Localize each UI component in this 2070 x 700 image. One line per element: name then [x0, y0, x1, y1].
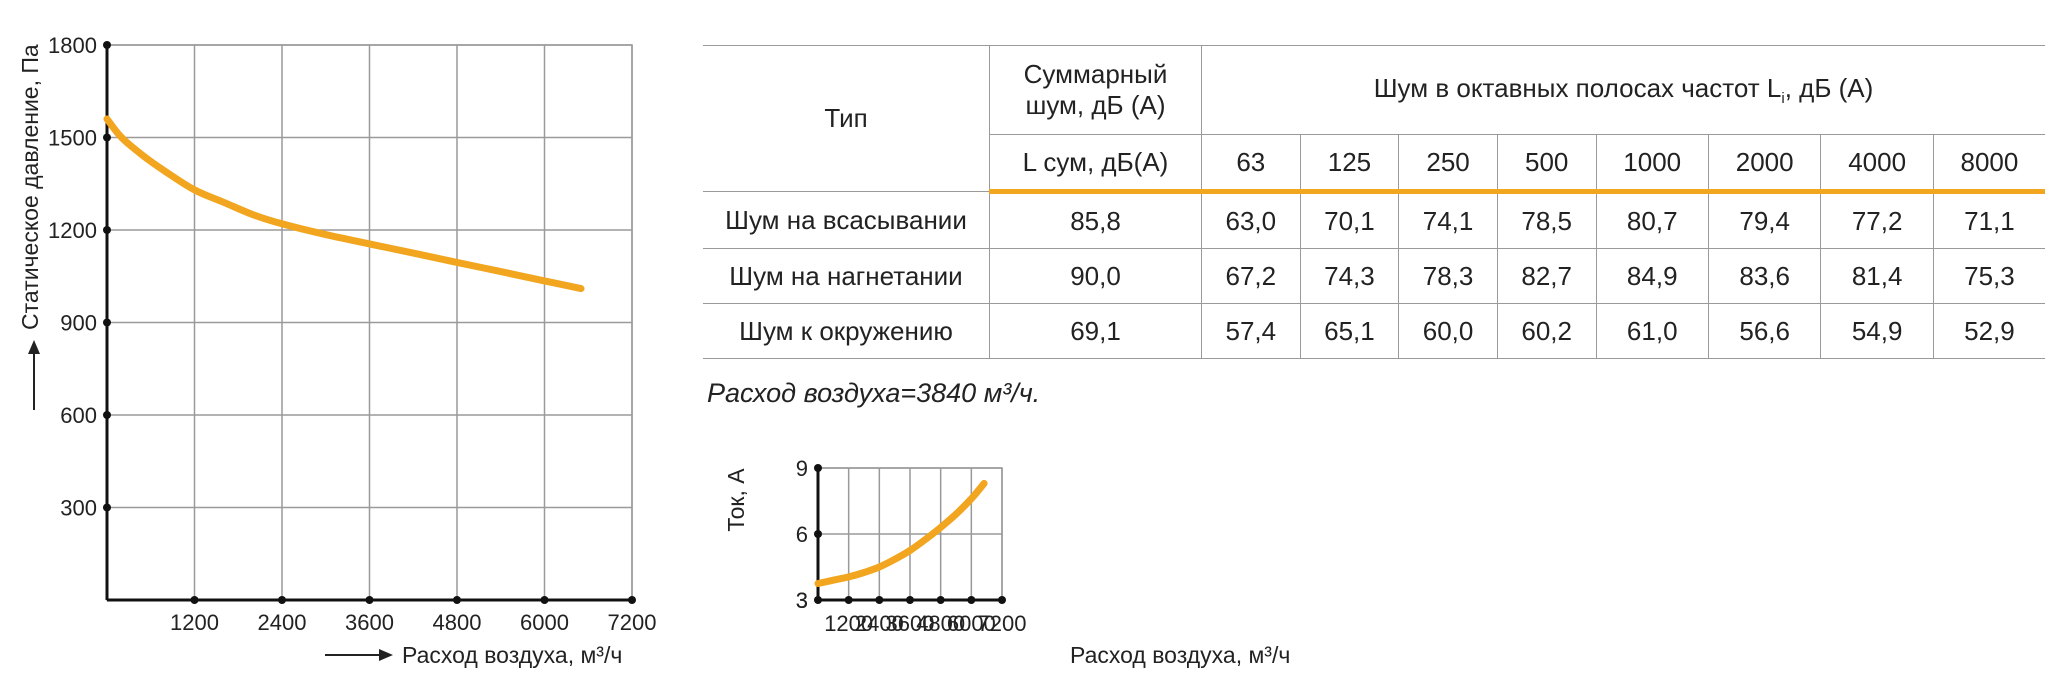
x-tick-label: 1200 — [170, 610, 219, 635]
header-octave-tail: , дБ (А) — [1784, 72, 1874, 103]
table-row: Шум на нагнетании 90,0 67,2 74,3 78,3 82… — [703, 248, 2045, 304]
row-type: Шум к окружению — [703, 303, 990, 359]
header-total: Суммарный шум, дБ (А) — [989, 45, 1202, 135]
y-tick-label: 3 — [796, 588, 808, 613]
table-header-row-1: Тип Суммарный шум, дБ (А) Шум в октавных… — [703, 45, 2045, 192]
table-cell: 70,1 — [1299, 191, 1400, 249]
table-header-row-2: L сум, дБ(А) 63 125 250 500 1000 2000 40… — [703, 134, 2045, 194]
y-tick-label: 1200 — [48, 218, 97, 243]
current-x-axis-label: Расход воздуха, м³/ч — [1070, 642, 1290, 668]
table-cell: 54,9 — [1820, 303, 1934, 359]
row-total: 90,0 — [989, 248, 1202, 304]
x-tick-label: 4800 — [916, 611, 965, 636]
pressure-grid — [106, 44, 633, 601]
header-octave-subscript: i — [1781, 90, 1785, 108]
header-total-line-2: шум, дБ (А) — [1025, 90, 1166, 120]
current-axes — [814, 464, 1006, 604]
header-freq: 1000 — [1595, 134, 1709, 194]
table-cell: 63,0 — [1201, 191, 1301, 249]
x-tick-label: 4800 — [433, 610, 482, 635]
x-tick-label: 6000 — [947, 611, 996, 636]
table-cell: 79,4 — [1707, 191, 1822, 249]
header-total-line-1: Суммарный — [1023, 59, 1168, 89]
pressure-y-arrow — [28, 340, 40, 410]
y-tick-label: 1800 — [48, 33, 97, 58]
header-type: Тип — [703, 45, 990, 192]
x-tick-label: 2400 — [855, 611, 904, 636]
x-tick-label: 3600 — [886, 611, 935, 636]
pressure-y-axis-label: Статическое давление, Па — [17, 44, 43, 330]
header-octave-text: Шум в октавных полосах частот L — [1373, 72, 1782, 103]
header-freq: 4000 — [1820, 134, 1934, 194]
y-tick-label: 6 — [796, 522, 808, 547]
header-freq: 250 — [1398, 134, 1498, 194]
flow-note: Расход воздуха=3840 м³/ч. — [707, 378, 1041, 408]
table-cell: 67,2 — [1201, 248, 1301, 304]
table-cell: 84,9 — [1595, 248, 1709, 304]
header-freq: 125 — [1299, 134, 1400, 194]
table-cell: 77,2 — [1820, 191, 1934, 249]
table-cell: 61,0 — [1595, 303, 1709, 359]
current-curve — [814, 479, 988, 587]
table-cell: 80,7 — [1595, 191, 1709, 249]
table-cell: 74,1 — [1398, 191, 1498, 249]
header-freq: 63 — [1201, 134, 1301, 194]
table-cell: 78,3 — [1398, 248, 1498, 304]
x-tick-label: 2400 — [258, 610, 307, 635]
table-cell: 74,3 — [1299, 248, 1400, 304]
y-tick-label: 900 — [60, 311, 97, 336]
y-tick-label: 1500 — [48, 126, 97, 151]
row-type: Шум на нагнетании — [703, 248, 990, 304]
y-tick-label: 3 — [796, 588, 808, 613]
pressure-tick-labels: 1200 2400 3600 4800 6000 7200 300 600 900 1200 150… — [48, 33, 656, 635]
current-y-axis-label: Ток, А — [723, 468, 749, 532]
table-cell: 60,2 — [1496, 303, 1597, 359]
pressure-x-axis-label: Расход воздуха, м³/ч — [402, 642, 622, 668]
header-freq: 8000 — [1932, 134, 2045, 194]
noise-table: Тип Суммарный шум, дБ (А) Шум в октавных… — [703, 45, 2045, 359]
table-cell: 78,5 — [1496, 191, 1597, 249]
header-freq: 2000 — [1707, 134, 1822, 194]
row-total: 85,8 — [989, 191, 1202, 249]
table-cell: 75,3 — [1932, 248, 2045, 304]
x-tick-label: 6000 — [520, 610, 569, 635]
x-tick-label: 1200 — [824, 611, 873, 636]
row-type: Шум на всасывании — [703, 191, 990, 249]
pressure-chart: 1200 2400 3600 4800 6000 7200 300 600 900 1200 150… — [17, 33, 656, 668]
y-tick-label: 9 — [796, 456, 808, 481]
table-cell: 52,9 — [1932, 303, 2045, 359]
header-lsum: L сум, дБ(А) — [989, 134, 1202, 194]
table-cell: 83,6 — [1707, 248, 1822, 304]
pressure-x-arrow — [325, 649, 393, 661]
pressure-axes — [103, 41, 636, 604]
header-octave: Шум в октавных полосах частот Li, дБ (А) — [1201, 45, 2045, 135]
table-cell: 82,7 — [1496, 248, 1597, 304]
table-cell: 60,0 — [1398, 303, 1498, 359]
table-cell: 56,6 — [1707, 303, 1822, 359]
table-cell: 71,1 — [1932, 191, 2045, 249]
table-cell: 81,4 — [1820, 248, 1934, 304]
table-cell: 57,4 — [1201, 303, 1301, 359]
row-total: 69,1 — [989, 303, 1202, 359]
x-tick-label: 7200 — [608, 610, 657, 635]
x-tick-label: 3600 — [345, 610, 394, 635]
x-tick-label: 7200 — [978, 611, 1027, 636]
y-tick-label: 600 — [60, 403, 97, 428]
header-freq: 500 — [1496, 134, 1597, 194]
table-cell: 65,1 — [1299, 303, 1400, 359]
table-row: Шум к окружению 69,1 57,4 65,1 60,0 60,2… — [703, 303, 2045, 359]
table-row: Шум на всасывании 85,8 63,0 70,1 74,1 78… — [703, 191, 2045, 249]
y-tick-label: 300 — [60, 496, 97, 521]
pressure-curve — [103, 115, 585, 293]
